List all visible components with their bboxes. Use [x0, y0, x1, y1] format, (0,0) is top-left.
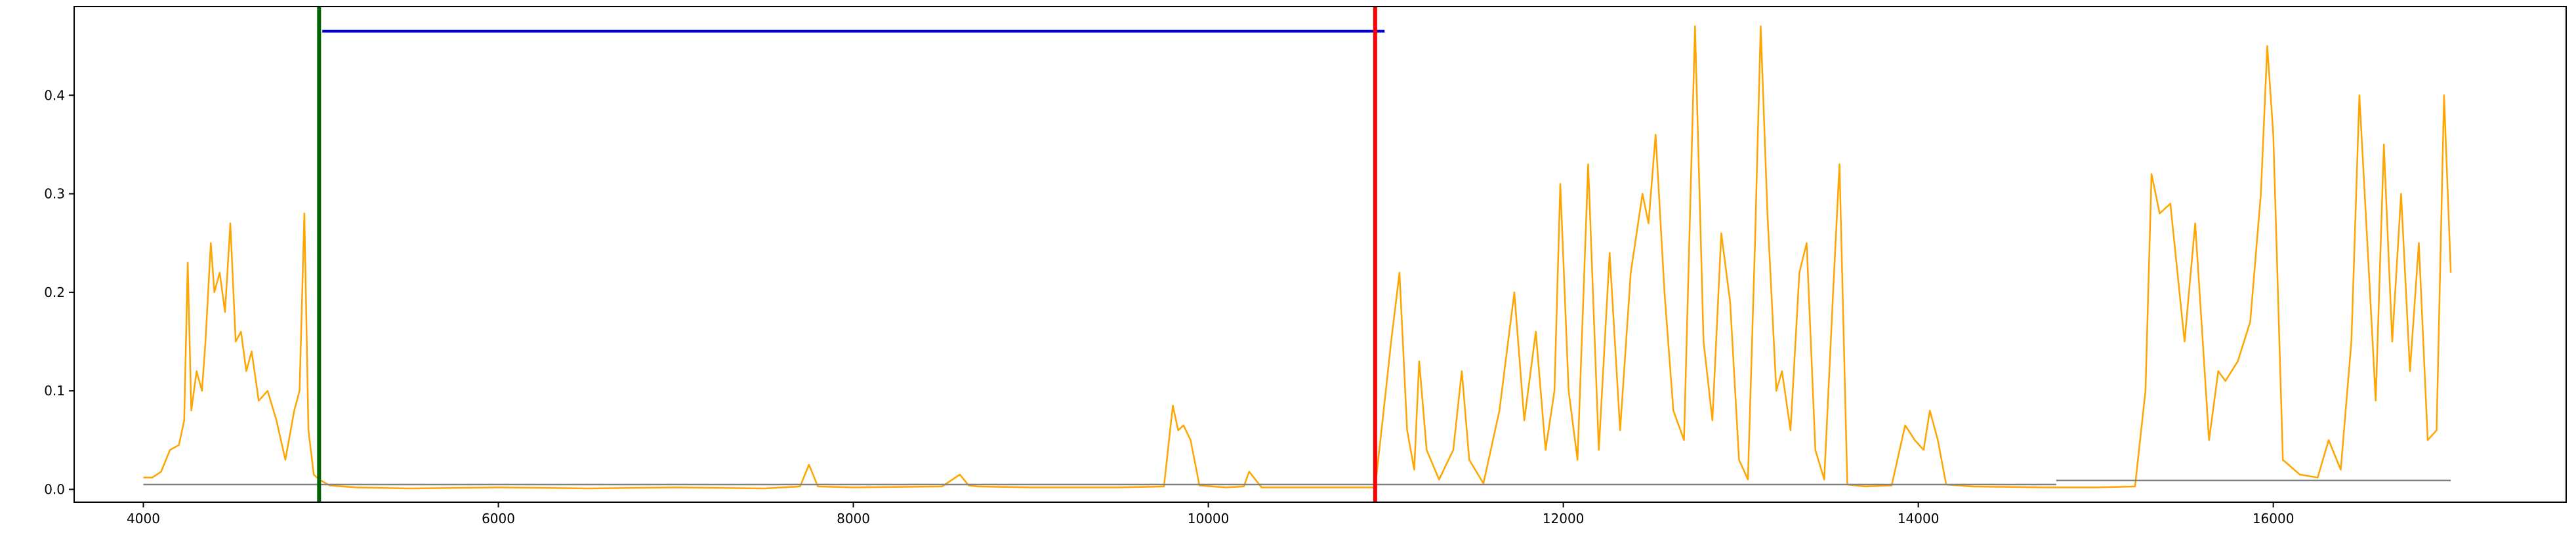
y-tick-label: 0.3: [44, 186, 65, 202]
line-series: [143, 25, 2452, 490]
x-tick-label: 6000: [482, 511, 515, 526]
x-tick-label: 10000: [1188, 511, 1230, 526]
x-tick-label: 12000: [1543, 511, 1585, 526]
x-tick-label: 8000: [837, 511, 870, 526]
y-tick-label: 0.2: [44, 285, 65, 300]
y-tick-label: 0.0: [44, 481, 65, 497]
x-tick-label: 14000: [1898, 511, 1940, 526]
y-tick-label: 0.4: [44, 87, 65, 103]
x-tick-label: 16000: [2253, 511, 2295, 526]
y-tick-label: 0.1: [44, 383, 65, 399]
x-tick-label: 4000: [127, 511, 160, 526]
axes-frame: [73, 6, 2567, 503]
